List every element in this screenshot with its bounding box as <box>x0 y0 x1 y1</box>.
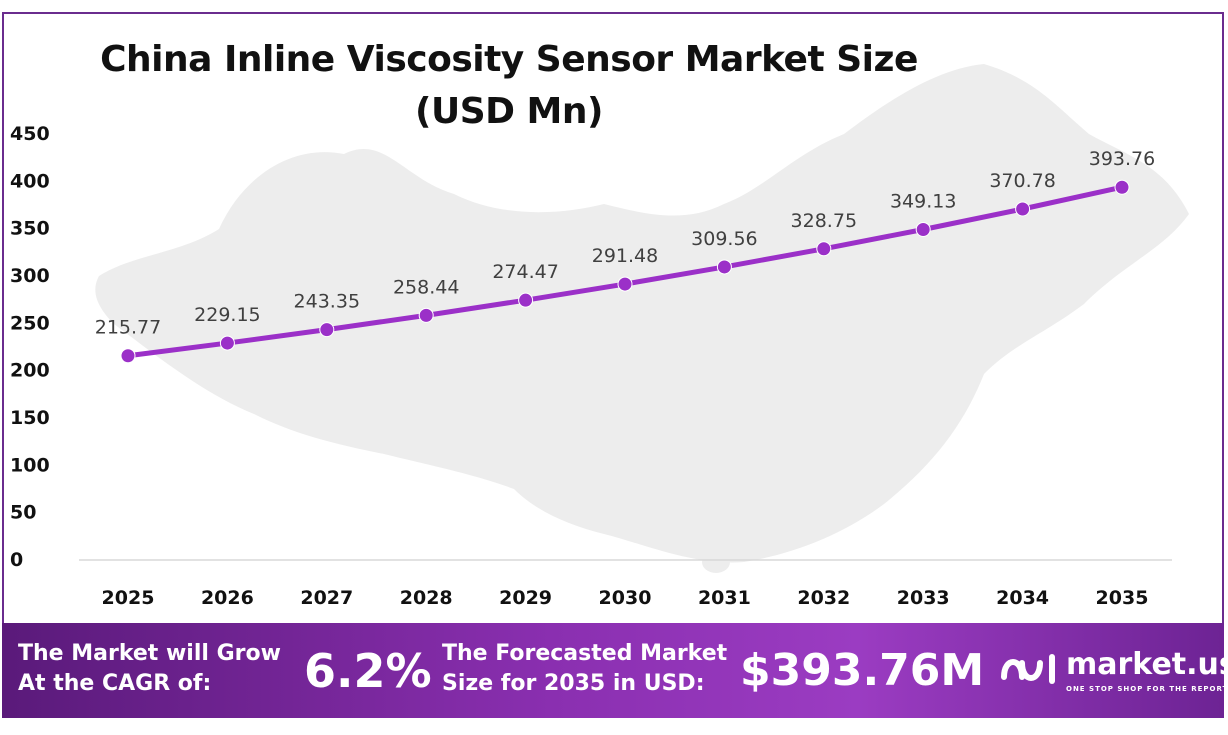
cagr-value: 6.2% <box>304 644 432 698</box>
brand-tagline: ONE STOP SHOP FOR THE REPORTS <box>1066 685 1228 693</box>
x-tick-label: 2030 <box>599 587 652 609</box>
data-point <box>1015 201 1031 217</box>
data-label: 328.75 <box>791 210 857 232</box>
x-tick-label: 2025 <box>102 587 155 609</box>
x-tick-label: 2028 <box>400 587 453 609</box>
data-point <box>915 221 931 237</box>
data-point <box>1114 179 1130 195</box>
series-points <box>120 179 1130 364</box>
chart-title: China Inline Viscosity Sensor Market Siz… <box>64 34 954 138</box>
x-tick-label: 2035 <box>1096 587 1149 609</box>
brand-logo: market.us ONE STOP SHOP FOR THE REPORTS <box>1000 647 1228 697</box>
data-label: 215.77 <box>95 317 161 339</box>
data-point <box>319 322 335 338</box>
data-label: 229.15 <box>194 304 260 326</box>
y-tick-label: 300 <box>10 265 50 287</box>
data-point <box>418 307 434 323</box>
chart-subtitle: (USD Mn) <box>415 91 603 132</box>
data-label: 370.78 <box>989 170 1055 192</box>
chart-frame: 0 50 100 150 200 250 300 350 400 450 2025 2026 2027… <box>2 12 1224 716</box>
market-us-logo-icon <box>1001 654 1055 684</box>
data-label: 274.47 <box>492 261 558 283</box>
data-point <box>816 241 832 257</box>
data-point <box>518 292 534 308</box>
y-tick-label: 450 <box>10 123 50 145</box>
y-tick-label: 0 <box>10 549 23 571</box>
cagr-label-line2: At the CAGR of: <box>18 671 212 696</box>
cagr-label-line1: The Market will Grow <box>18 641 281 666</box>
y-tick-label: 400 <box>10 170 50 192</box>
forecast-label-line1: The Forecasted Market <box>442 641 728 666</box>
x-tick-label: 2027 <box>300 587 353 609</box>
data-point <box>219 335 235 351</box>
y-tick-label: 250 <box>10 312 50 334</box>
chart-title-line: China Inline Viscosity Sensor Market Siz… <box>100 39 918 80</box>
y-tick-label: 50 <box>10 502 36 524</box>
forecast-value: $393.76M <box>740 645 985 696</box>
data-label: 291.48 <box>592 245 658 267</box>
data-label: 243.35 <box>294 291 360 313</box>
y-tick-label: 100 <box>10 454 50 476</box>
x-tick-label: 2032 <box>797 587 850 609</box>
x-tick-label: 2029 <box>499 587 552 609</box>
y-axis-ticks: 0 50 100 150 200 250 300 350 400 450 <box>10 123 50 571</box>
x-tick-label: 2026 <box>201 587 254 609</box>
forecast-label: The Forecasted Market Size for 2035 in U… <box>442 639 727 699</box>
x-axis-ticks: 2025 2026 2027 2028 2029 2030 2031 2032 2033 2034… <box>102 587 1149 609</box>
forecast-label-line2: Size for 2035 in USD: <box>442 671 705 696</box>
y-tick-label: 350 <box>10 218 50 240</box>
data-label: 309.56 <box>691 228 757 250</box>
data-label: 393.76 <box>1089 148 1155 170</box>
data-point <box>716 259 732 275</box>
data-point <box>617 276 633 292</box>
x-tick-label: 2033 <box>897 587 950 609</box>
data-point <box>120 348 136 364</box>
brand-name: market.us <box>1066 647 1228 682</box>
x-tick-label: 2034 <box>996 587 1049 609</box>
data-labels: 215.77 229.15 243.35 258.44 274.47 291.48 309.… <box>95 148 1155 338</box>
data-label: 349.13 <box>890 190 956 212</box>
y-tick-label: 150 <box>10 407 50 429</box>
x-tick-label: 2031 <box>698 587 751 609</box>
line-chart: 0 50 100 150 200 250 300 350 400 450 2025 2026 2027… <box>10 64 1189 609</box>
map-background <box>95 64 1189 573</box>
data-label: 258.44 <box>393 276 459 298</box>
cagr-label: The Market will Grow At the CAGR of: <box>18 639 281 699</box>
y-tick-label: 200 <box>10 360 50 382</box>
summary-banner: The Market will Grow At the CAGR of: 6.2… <box>2 623 1228 718</box>
